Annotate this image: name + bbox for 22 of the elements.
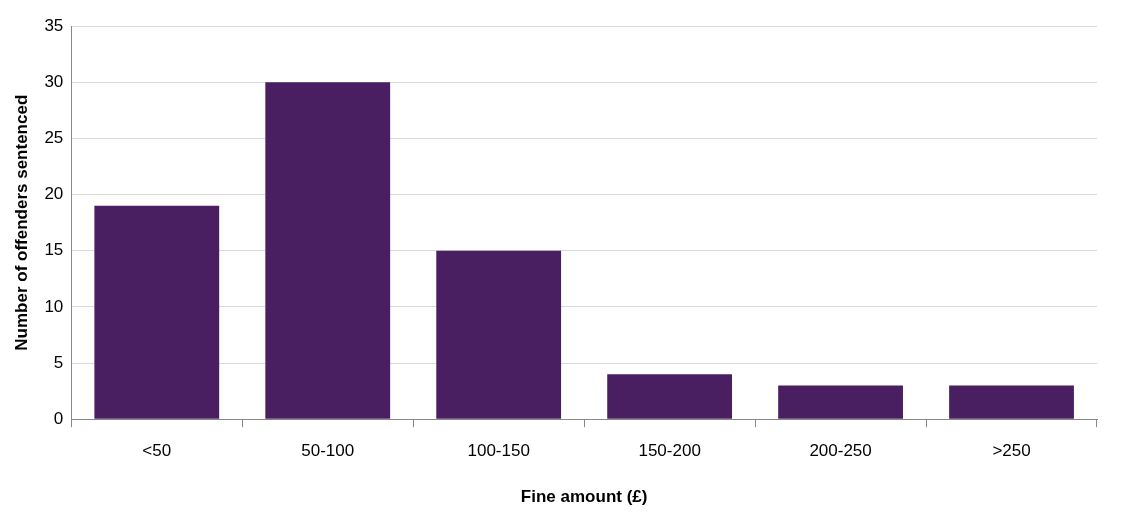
y-tick-label: 30 [44,72,64,92]
x-tick-label: <50 [142,441,172,461]
bar [94,205,220,419]
bar [778,385,903,419]
y-tick-label: 0 [53,408,64,428]
x-tick-label: 200-250 [809,441,872,461]
bar [607,374,733,419]
y-tick-label: 15 [44,240,64,260]
x-tick-label: 50-100 [301,441,355,461]
y-tick-label: 10 [44,296,64,316]
y-axis-title: Number of offenders sentenced [11,94,31,351]
x-tick-label: 100-150 [467,441,530,461]
y-tick-label: 5 [53,352,64,372]
x-axis-title: Fine amount (£) [520,487,648,507]
bar [265,82,391,419]
y-tick-label: 20 [44,184,64,204]
x-tick-label: >250 [992,441,1031,461]
x-tick-label: 150-200 [638,441,701,461]
y-tick-label: 25 [44,128,64,148]
bar [436,250,562,419]
bar [949,385,1074,419]
y-tick-label: 35 [44,15,64,35]
